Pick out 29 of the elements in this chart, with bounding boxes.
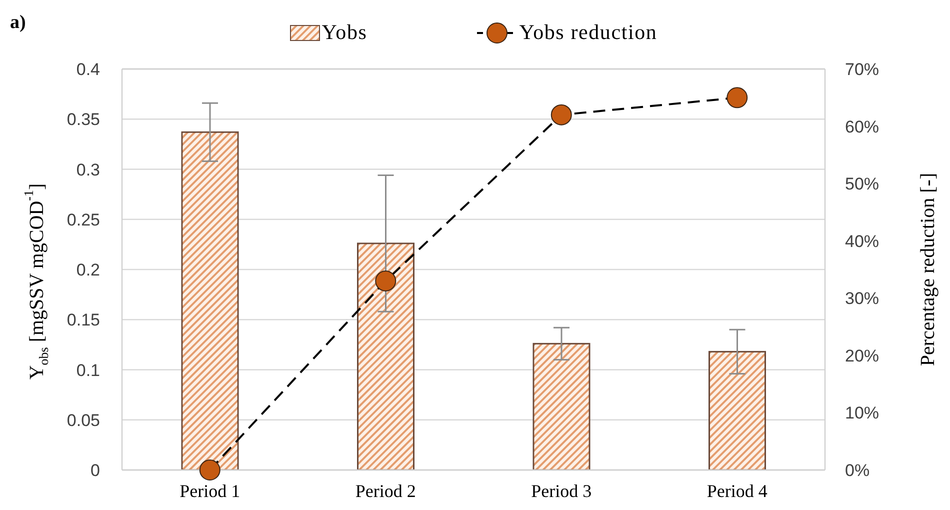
y-tick-label: 0.1 — [76, 360, 100, 380]
chart-title: a) — [10, 12, 26, 34]
y2-tick-label: 30% — [845, 289, 880, 308]
x-tick-label: Period 4 — [706, 480, 768, 501]
y2-axis-title: Percentage reduction [-] — [916, 172, 939, 366]
y-tick-label: 0.25 — [66, 210, 100, 230]
y2-tick-label: 40% — [845, 232, 880, 251]
y-tick-label: 0.3 — [76, 160, 100, 180]
y2-tick-label: 60% — [845, 117, 880, 136]
point — [726, 87, 748, 108]
y-tick-label: 0.4 — [76, 60, 100, 80]
point — [199, 460, 220, 480]
y2-tick-label: 50% — [845, 174, 880, 194]
y-tick-label: 0.35 — [66, 110, 100, 130]
point — [375, 270, 396, 292]
x-tick-label: Period 1 — [180, 480, 240, 501]
y2-tick-label: 10% — [845, 404, 880, 423]
point — [550, 104, 572, 126]
y-tick-label: 0 — [90, 461, 100, 480]
x-tick-label: Period 3 — [531, 480, 592, 501]
y2-tick-label: 0% — [845, 461, 870, 480]
x-tick-label: Period 2 — [355, 480, 416, 501]
y2-tick-label: 70% — [845, 60, 880, 80]
y-tick-label: 0.05 — [66, 410, 100, 430]
legend-label: Yobs — [322, 20, 368, 45]
y-tick-label: 0.2 — [76, 260, 100, 280]
y2-tick-label: 20% — [845, 346, 880, 366]
y-tick-label: 0.15 — [66, 310, 100, 330]
legend-label: Yobs reduction — [519, 20, 658, 45]
